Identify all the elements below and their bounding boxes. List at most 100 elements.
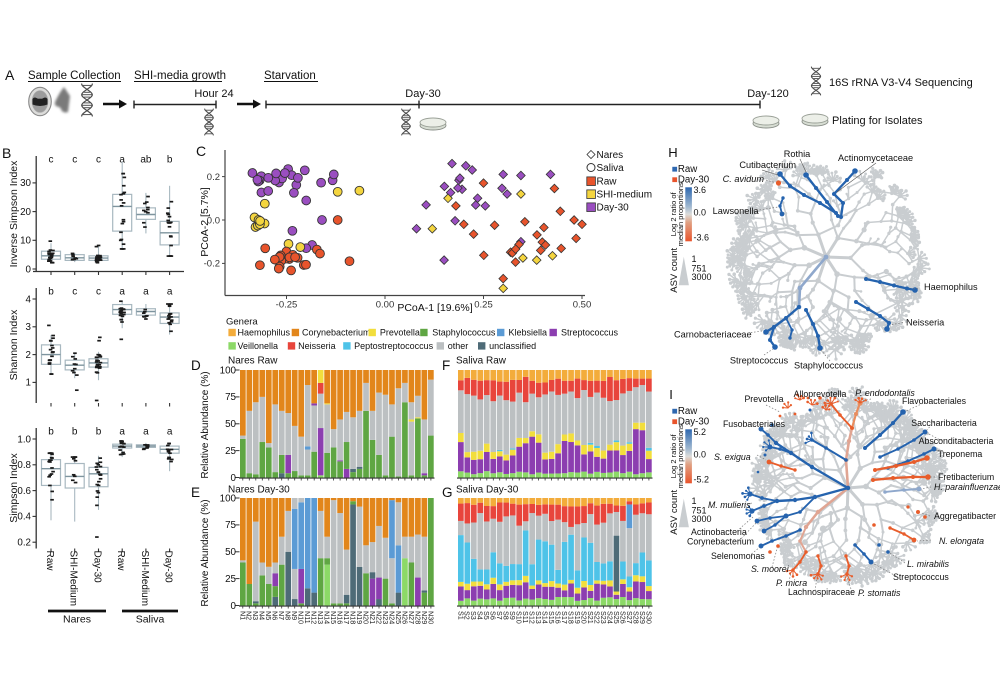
svg-text:Peptostreptococcus: Peptostreptococcus — [354, 341, 434, 351]
svg-text:Saliva Day-30: Saliva Day-30 — [456, 485, 519, 496]
svg-text:Day-30: Day-30 — [678, 175, 710, 186]
svg-text:N21: N21 — [368, 611, 377, 624]
svg-text:S3: S3 — [469, 611, 478, 620]
svg-text:0: 0 — [231, 601, 237, 612]
svg-text:N22: N22 — [374, 611, 383, 624]
svg-text:Cutibacterium: Cutibacterium — [739, 160, 796, 170]
svg-text:ab: ab — [140, 155, 152, 166]
svg-text:E: E — [191, 485, 200, 500]
svg-text:PCoA-1 [19.6%]: PCoA-1 [19.6%] — [397, 302, 472, 314]
svg-text:b: b — [48, 427, 54, 438]
svg-text:3.6: 3.6 — [694, 185, 707, 195]
svg-text:c: c — [72, 287, 77, 298]
svg-text:N25: N25 — [394, 611, 403, 624]
svg-text:P. endodontalis: P. endodontalis — [855, 388, 915, 398]
svg-text:SHI-media growth: SHI-media growth — [134, 70, 226, 82]
svg-text:Sample Collection: Sample Collection — [28, 70, 121, 82]
svg-text:D: D — [191, 358, 201, 373]
svg-text:100: 100 — [220, 493, 237, 504]
svg-text:Fretibacterium: Fretibacterium — [938, 472, 994, 482]
svg-text:4: 4 — [26, 294, 32, 305]
svg-text:S. exigua: S. exigua — [714, 452, 751, 462]
svg-text:S1: S1 — [456, 611, 465, 620]
svg-text:C: C — [196, 143, 206, 159]
svg-text:Raw: Raw — [678, 164, 698, 175]
svg-text:25: 25 — [225, 574, 236, 585]
svg-text:N26: N26 — [400, 611, 409, 624]
svg-text:N5: N5 — [264, 611, 273, 620]
svg-text:1: 1 — [692, 254, 697, 264]
svg-text:Nares Day-30: Nares Day-30 — [228, 485, 290, 496]
svg-text:N7: N7 — [277, 611, 286, 620]
svg-text:751: 751 — [692, 506, 707, 516]
svg-text:-0.25: -0.25 — [276, 300, 298, 311]
svg-text:a: a — [143, 427, 149, 438]
svg-text:N6: N6 — [271, 611, 280, 620]
svg-text:M. mulieris: M. mulieris — [708, 500, 751, 510]
svg-text:Klebsiella: Klebsiella — [509, 328, 548, 338]
svg-text:S. moorei: S. moorei — [751, 564, 790, 574]
svg-text:Plating for Isolates: Plating for Isolates — [832, 115, 923, 127]
svg-text:N17: N17 — [342, 611, 351, 624]
svg-text:b: b — [96, 427, 102, 438]
svg-text:C. avidum: C. avidum — [723, 174, 765, 184]
svg-text:Hour 24: Hour 24 — [194, 88, 233, 100]
svg-text:Nares Raw: Nares Raw — [228, 356, 278, 367]
svg-text:Corynebacterium: Corynebacterium — [687, 537, 754, 547]
svg-text:S25: S25 — [612, 611, 621, 624]
svg-text:a: a — [167, 287, 173, 298]
svg-text:Log 2 ratio of: Log 2 ratio of — [669, 191, 678, 236]
svg-text:Raw: Raw — [597, 177, 618, 188]
svg-text:SHI-Medium: SHI-Medium — [139, 551, 150, 607]
svg-text:-3.6: -3.6 — [694, 233, 710, 243]
svg-text:other: other — [448, 341, 469, 351]
svg-text:F: F — [442, 358, 450, 373]
svg-text:Genera: Genera — [226, 317, 258, 328]
svg-text:N20: N20 — [361, 611, 370, 624]
svg-text:P. micra: P. micra — [776, 578, 807, 588]
svg-text:N9: N9 — [290, 611, 299, 620]
svg-text:1: 1 — [692, 496, 697, 506]
svg-text:N10: N10 — [297, 611, 306, 624]
svg-text:N15: N15 — [329, 611, 338, 624]
svg-text:Raw: Raw — [678, 406, 698, 417]
svg-text:Absconditabacteria: Absconditabacteria — [919, 436, 994, 446]
svg-text:S27: S27 — [625, 611, 634, 624]
svg-text:1: 1 — [26, 378, 31, 389]
svg-text:ASV count: ASV count — [669, 489, 680, 534]
svg-text:16S rRNA V3-V4 Sequencing: 16S rRNA V3-V4 Sequencing — [829, 77, 973, 89]
svg-text:Relative Abundance (%): Relative Abundance (%) — [200, 371, 211, 478]
svg-text:N24: N24 — [387, 611, 396, 624]
svg-text:B: B — [2, 145, 11, 161]
svg-text:Aggregatibacter: Aggregatibacter — [934, 511, 996, 521]
svg-text:Day-30: Day-30 — [163, 551, 174, 584]
svg-text:PCoA-2 [5.7%]: PCoA-2 [5.7%] — [199, 187, 211, 257]
svg-text:a: a — [167, 427, 173, 438]
svg-text:c: c — [49, 155, 54, 166]
svg-text:N28: N28 — [413, 611, 422, 624]
svg-text:Staphylococcus: Staphylococcus — [432, 328, 496, 338]
svg-text:Raw: Raw — [115, 551, 126, 572]
svg-text:b: b — [167, 155, 173, 166]
svg-text:1.0: 1.0 — [17, 434, 31, 445]
svg-text:S21: S21 — [586, 611, 595, 624]
svg-text:c: c — [96, 287, 101, 298]
svg-text:0.0: 0.0 — [207, 215, 220, 226]
svg-text:L. mirabilis: L. mirabilis — [907, 559, 950, 569]
svg-text:0.00: 0.00 — [376, 300, 395, 311]
svg-text:Haemophilus: Haemophilus — [238, 328, 291, 338]
svg-text:0.25: 0.25 — [474, 300, 493, 311]
svg-text:Alloprevotella: Alloprevotella — [794, 389, 847, 399]
svg-text:S24: S24 — [605, 611, 614, 624]
svg-text:10: 10 — [20, 236, 31, 247]
svg-text:Veillonella: Veillonella — [238, 341, 279, 351]
svg-text:S8: S8 — [502, 611, 511, 620]
svg-text:Nares: Nares — [63, 614, 91, 626]
svg-text:N8: N8 — [284, 611, 293, 620]
svg-text:b: b — [72, 427, 78, 438]
svg-text:Neisseria: Neisseria — [906, 318, 945, 328]
svg-text:N2: N2 — [245, 611, 254, 620]
svg-text:S19: S19 — [573, 611, 582, 624]
svg-text:N19: N19 — [355, 611, 364, 624]
svg-text:0: 0 — [231, 473, 237, 484]
